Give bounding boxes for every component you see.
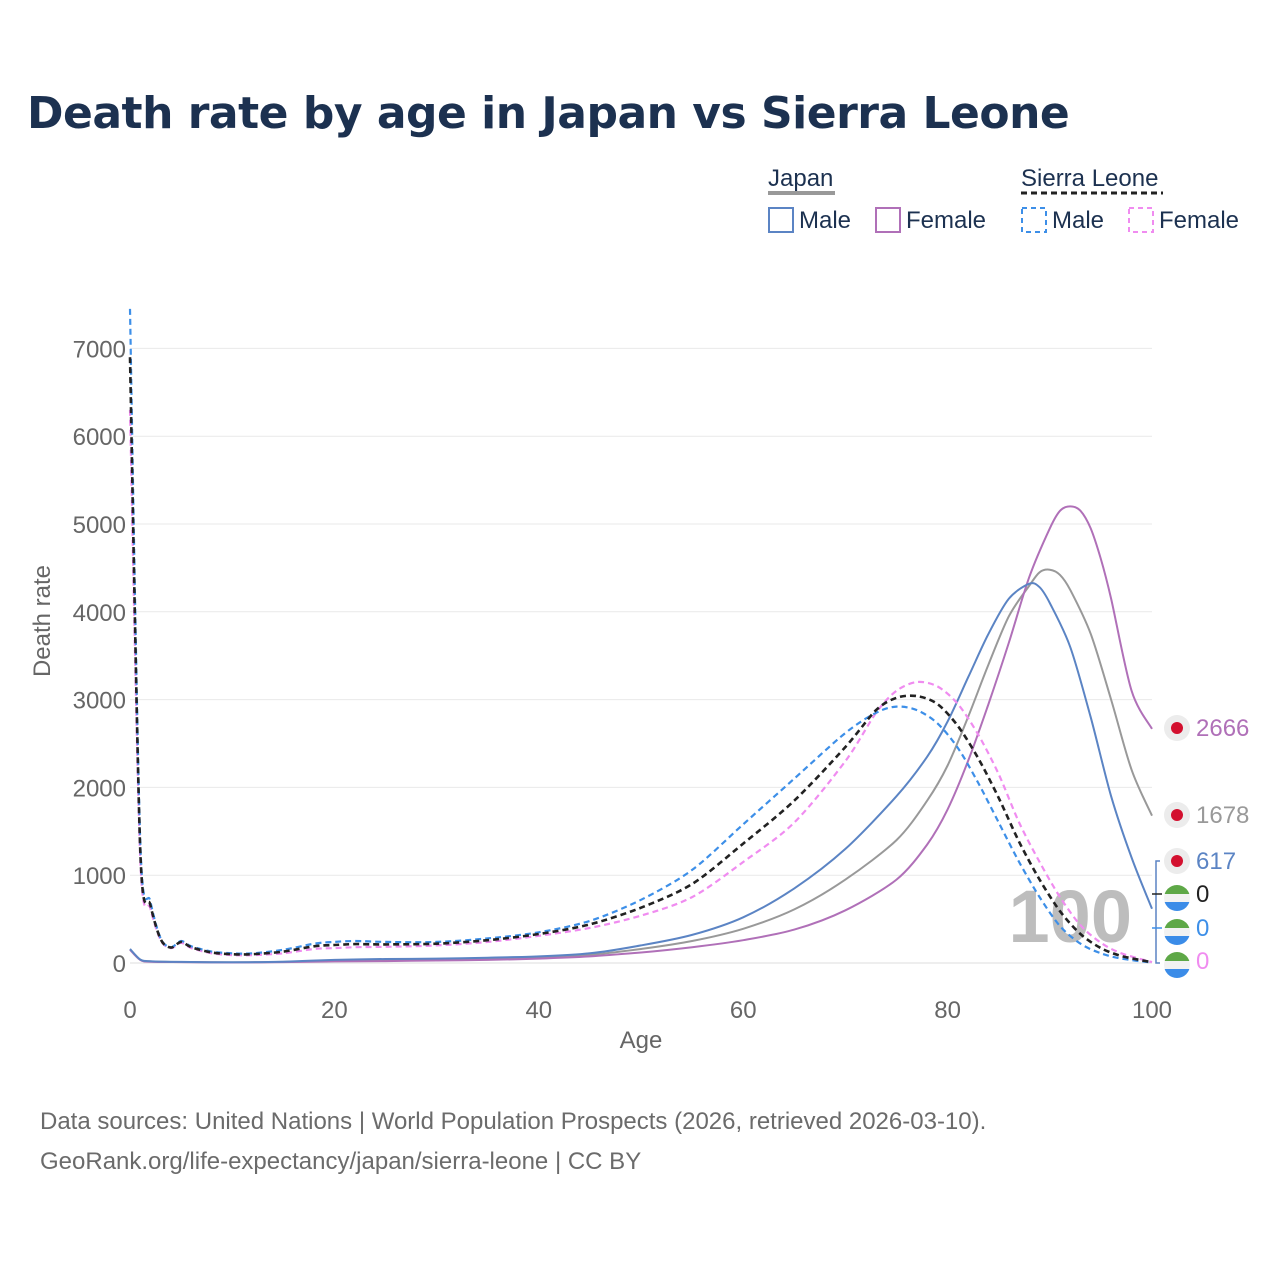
y-axis: 0 1000 2000 3000 4000 5000 6000 7000 bbox=[73, 336, 126, 978]
end-label-japan-female: 2666 bbox=[1164, 715, 1249, 742]
sierra-leone-flag-icon bbox=[1164, 919, 1190, 945]
series-line-japan-total bbox=[129, 568, 1153, 964]
y-tick-label: 0 bbox=[113, 951, 126, 978]
end-label-sl-total: 0 bbox=[1164, 881, 1209, 911]
legend-swatch-japan-female bbox=[875, 207, 901, 233]
x-tick-label: 40 bbox=[525, 997, 552, 1024]
legend-label-sierra-leone-male: Male bbox=[1052, 207, 1104, 234]
legend-item-sierra-leone-female[interactable]: Female bbox=[1128, 207, 1239, 234]
gridlines bbox=[130, 347, 1152, 964]
series-line-sl-female bbox=[128, 409, 1153, 964]
legend-item-sierra-leone-male[interactable]: Male bbox=[1021, 207, 1104, 234]
y-tick-label: 5000 bbox=[73, 512, 126, 539]
legend-item-japan-female[interactable]: Female bbox=[875, 207, 986, 234]
end-label-value: 0 bbox=[1196, 915, 1209, 942]
series-line-sl-total bbox=[128, 357, 1153, 964]
sierra-leone-flag-icon bbox=[1164, 952, 1190, 978]
y-axis-label: Death rate bbox=[29, 565, 56, 677]
end-label-value: 2666 bbox=[1196, 715, 1249, 742]
y-tick-label: 2000 bbox=[73, 775, 126, 802]
x-tick-label: 100 bbox=[1132, 997, 1172, 1024]
japan-flag-dot bbox=[1171, 809, 1183, 821]
x-tick-label: 60 bbox=[730, 997, 757, 1024]
legend-swatch-japan-male bbox=[768, 207, 794, 233]
x-tick-label: 0 bbox=[123, 997, 136, 1024]
end-labels: 2666 1678 617 0 0 0 bbox=[1152, 715, 1249, 978]
series-line-sl-male bbox=[128, 308, 1153, 964]
y-tick-label: 7000 bbox=[73, 336, 126, 363]
source-line-2[interactable]: GeoRank.org/life-expectancy/japan/sierra… bbox=[40, 1148, 642, 1175]
series-line-japan-male bbox=[129, 582, 1153, 964]
legend-label-japan-male: Male bbox=[799, 207, 851, 234]
end-label-bracket bbox=[1155, 860, 1160, 964]
series-lines bbox=[128, 308, 1153, 964]
year-watermark: 100 bbox=[1009, 875, 1132, 958]
legend-group-sierra-leone: Sierra Leone bbox=[1021, 165, 1158, 192]
end-label-value: 0 bbox=[1196, 881, 1209, 908]
legend-label-sierra-leone-female: Female bbox=[1159, 207, 1239, 234]
y-tick-label: 1000 bbox=[73, 863, 126, 890]
x-axis-label: Age bbox=[620, 1027, 663, 1054]
japan-flag-dot bbox=[1171, 722, 1183, 734]
end-label-japan-total: 1678 bbox=[1164, 802, 1249, 829]
chart-title: Death rate by age in Japan vs Sierra Leo… bbox=[27, 88, 1070, 139]
end-label-japan-male: 617 bbox=[1164, 848, 1236, 875]
x-tick-label: 20 bbox=[321, 997, 348, 1024]
series-line-japan-female bbox=[129, 505, 1153, 964]
y-tick-label: 4000 bbox=[73, 600, 126, 627]
end-label-sl-female: 0 bbox=[1164, 948, 1209, 978]
legend-item-japan-male[interactable]: Male bbox=[768, 207, 851, 234]
legend[interactable]: Japan Sierra Leone Male Female Male Fema… bbox=[768, 165, 1239, 234]
sierra-leone-flag-icon bbox=[1164, 885, 1190, 911]
legend-label-japan-female: Female bbox=[906, 207, 986, 234]
source-line-1: Data sources: United Nations | World Pop… bbox=[40, 1108, 987, 1135]
legend-swatch-sierra-leone-female bbox=[1128, 207, 1154, 233]
y-tick-label: 3000 bbox=[73, 688, 126, 715]
x-tick-label: 80 bbox=[934, 997, 961, 1024]
end-label-value: 617 bbox=[1196, 848, 1236, 875]
end-label-value: 0 bbox=[1196, 948, 1209, 975]
y-tick-label: 6000 bbox=[73, 424, 126, 451]
end-label-sl-male: 0 bbox=[1164, 915, 1209, 945]
end-label-value: 1678 bbox=[1196, 802, 1249, 829]
japan-flag-dot bbox=[1171, 855, 1183, 867]
legend-group-japan: Japan bbox=[768, 165, 833, 192]
legend-swatch-sierra-leone-male bbox=[1021, 207, 1047, 233]
x-axis: 0 20 40 60 80 100 bbox=[123, 997, 1172, 1024]
